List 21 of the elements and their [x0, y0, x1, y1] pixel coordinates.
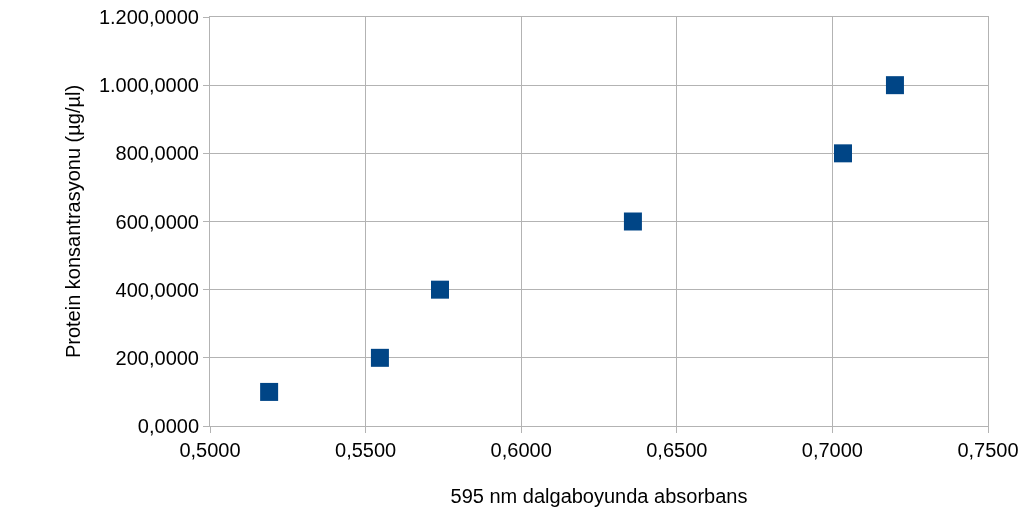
y-tick-label: 1.000,0000	[98, 74, 199, 97]
point	[885, 76, 904, 95]
x-tick-label: 0,5500	[335, 439, 397, 461]
point	[430, 280, 449, 299]
point	[833, 144, 852, 163]
y-tick-label: 1.200,0000	[98, 6, 199, 28]
x-tick-label: 0,5000	[179, 439, 241, 461]
x-tick-label: 0,7000	[801, 439, 863, 461]
y-tick-label: 200,0000	[115, 346, 199, 369]
point	[370, 348, 389, 367]
y-tick-label: 800,0000	[115, 142, 199, 165]
y-tick-label: 400,0000	[115, 278, 199, 301]
x-tick-label: 0,6500	[646, 439, 708, 461]
point	[260, 382, 279, 401]
x-axis-title: 595 nm dalgaboyunda absorbans	[450, 484, 748, 507]
y-tick-label: 0,0000	[137, 415, 199, 437]
y-axis-title: Protein konsantrasyonu (µg/µl)	[62, 84, 85, 359]
x-tick-label: 0,7500	[957, 439, 1019, 461]
y-tick-label: 600,0000	[115, 210, 199, 233]
x-tick-label: 0,6000	[490, 439, 552, 461]
point	[623, 212, 642, 231]
